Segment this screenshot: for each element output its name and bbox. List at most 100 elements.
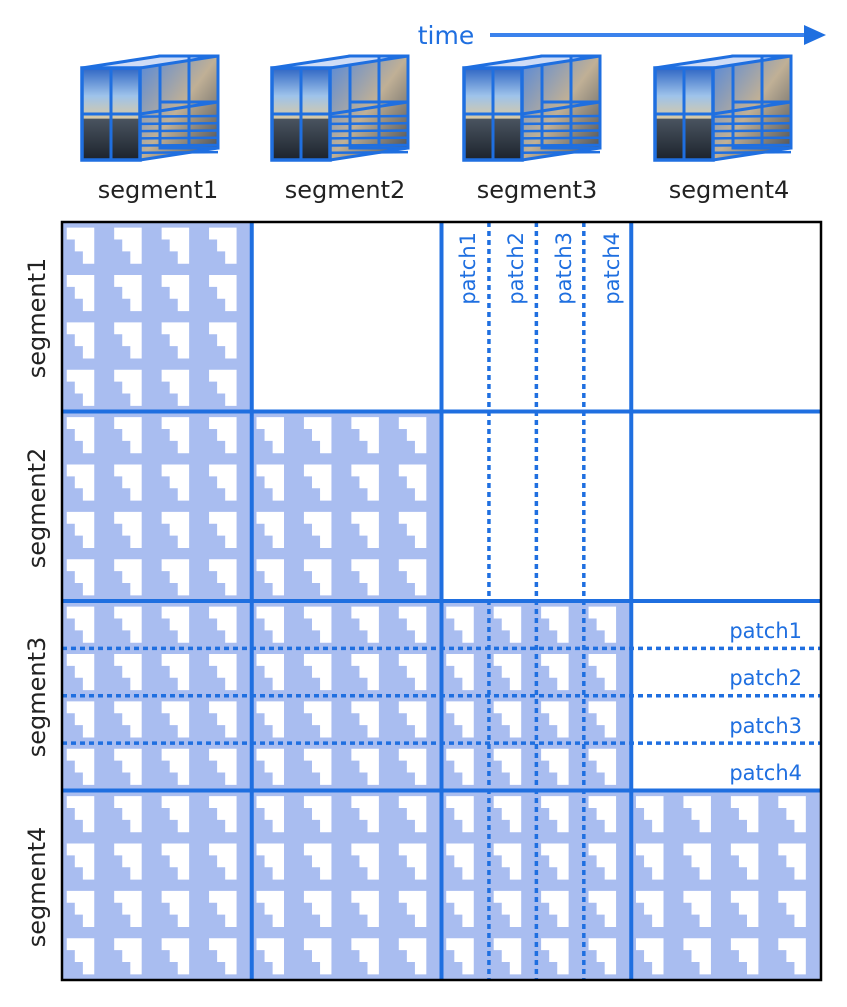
mask-cell-icon [493,796,522,833]
mask-cell-icon [446,606,474,643]
video-cube-icon-1 [80,54,220,162]
mask-cell-icon [161,748,190,785]
cube-depth-line [329,136,409,140]
mask-cell-icon [66,654,95,691]
mask-cell-icon [635,938,664,975]
cube-depth-line [139,150,219,155]
mask-cell-icon [256,417,285,454]
mask-cell-icon [303,606,332,643]
mask-cell-icon [303,796,332,833]
mask-cell-icon [161,843,190,880]
mask-cell-icon [256,606,285,643]
mask-cell-icon [303,748,332,785]
mask-cell-icon [209,417,237,454]
cube-edge [712,100,792,116]
cube-depth-line [712,129,792,133]
mask-cell-icon [209,369,237,406]
mask-cell-icon [66,275,95,312]
mask-cell-icon [114,417,142,454]
mask-cell-icon [541,890,569,927]
cube-depth-line [329,150,409,155]
mask-cell-icon [446,654,474,691]
mask-cell-icon [303,843,332,880]
mask-cell-icon [493,654,522,691]
patch-row-label-3: patch3 [729,714,802,738]
mask-cell-icon [351,511,379,548]
mask-cell-icon [541,701,569,738]
segment-label-left-1: segment1 [23,258,51,379]
mask-cell-icon [161,369,190,406]
segment-gridlines [62,222,821,980]
mask-block-r1-c1 [62,222,252,412]
mask-cell-icon [683,938,711,975]
mask-cell-icon [398,796,427,833]
mask-cell-icon [351,843,379,880]
mask-cell-icon [303,417,332,454]
mask-block-r2-c1 [62,411,252,601]
time-label: time [418,21,474,50]
mask-cell-icon [635,796,664,833]
patch-column-labels: patch1 patch2 patch3 patch4 [456,232,624,305]
mask-cell-icon [114,701,142,738]
attention-mask-matrix [60,220,823,982]
patch-row-label-2: patch2 [729,666,802,690]
mask-cell-icon [303,654,332,691]
mask-cell-icon [683,843,711,880]
mask-cell-icon [588,606,617,643]
mask-cell-icon [114,227,142,264]
mask-cell-icon [66,322,95,359]
mask-cell-icon [683,890,711,927]
mask-cell-icon [351,606,379,643]
cube-depth-line [139,129,219,133]
cube-edge [521,146,601,162]
mask-cell-icon [635,890,664,927]
cube-depth-line [521,143,601,147]
mask-cell-icon [493,606,522,643]
segment-label-top-2: segment2 [285,176,406,204]
mask-cell-icon [398,464,427,501]
segment-label-left-3: segment3 [23,637,51,758]
mask-cell-icon [161,606,190,643]
mask-cell-icon [209,654,237,691]
mask-cell-icon [114,464,142,501]
mask-cell-icon [588,890,617,927]
cube-depth-line [329,129,409,133]
mask-cell-icon [209,890,237,927]
cube-depth-line [712,122,792,126]
mask-cell-icon [66,701,95,738]
mask-cell-icon [66,843,95,880]
mask-cell-icon [114,606,142,643]
mask-cell-icon [730,938,759,975]
mask-cell-icon [209,748,237,785]
mask-cell-icon [66,606,95,643]
mask-cell-icon [730,890,759,927]
mask-cell-icon [588,748,617,785]
mask-cell-icon [161,417,190,454]
mask-cell-icon [256,843,285,880]
mask-cell-icon [398,938,427,975]
mask-cell-icon [66,559,95,596]
mask-cell-icon [256,796,285,833]
cube-depth-line [712,143,792,147]
patch-col-label-1: patch1 [456,232,480,305]
mask-cell-icon [161,796,190,833]
cube-depth-line [521,129,601,133]
mask-cell-icon [398,748,427,785]
mask-cell-icon [209,796,237,833]
mask-cell-icon [351,559,379,596]
mask-cell-icon [446,701,474,738]
mask-cell-icon [493,890,522,927]
mask-cell-icon [256,559,285,596]
time-arrow: time [68,21,826,50]
mask-cell-icon [114,322,142,359]
cube-depth-line [521,114,601,118]
cube-edge [521,100,601,116]
video-segment-cubes [80,54,793,162]
mask-cell-icon [493,748,522,785]
mask-cell-icon [209,559,237,596]
cube-depth-line [139,143,219,147]
segment-label-left-2: segment2 [23,448,51,569]
mask-cell-icon [493,938,522,975]
mask-cell-icon [541,654,569,691]
mask-block-r4-c2 [251,790,442,980]
